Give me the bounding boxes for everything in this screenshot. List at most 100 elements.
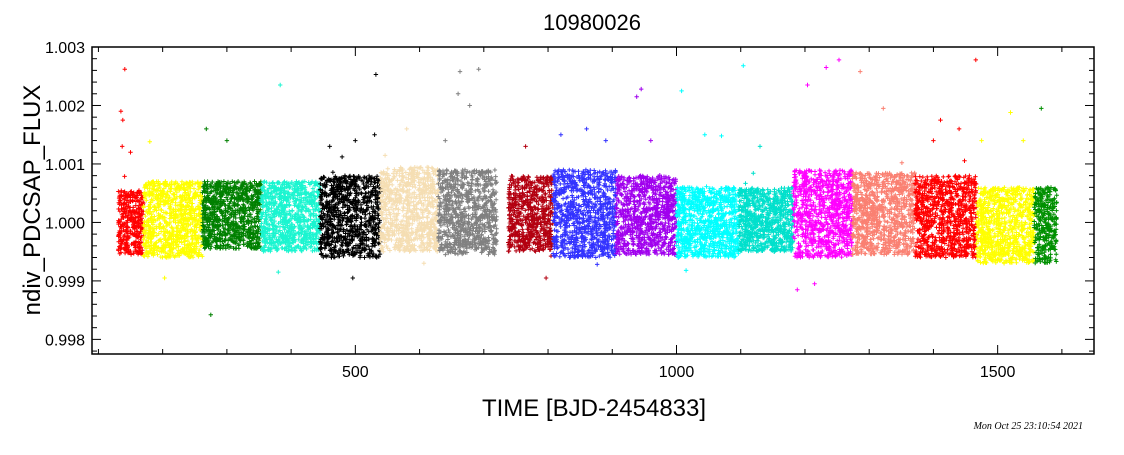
outlier-point	[162, 275, 167, 281]
data-point	[182, 217, 188, 223]
outlier-point	[128, 150, 133, 155]
data-point	[130, 231, 135, 236]
outlier-point	[120, 144, 125, 149]
data-point	[176, 244, 181, 249]
series-6	[378, 126, 441, 266]
data-point	[161, 210, 167, 215]
data-point	[118, 198, 123, 204]
data-point	[135, 233, 140, 239]
data-point	[183, 204, 188, 209]
data-point	[139, 226, 144, 232]
data-point	[177, 188, 182, 193]
outlier-point	[122, 67, 127, 72]
data-point	[119, 225, 124, 231]
data-point	[119, 216, 124, 222]
data-point	[339, 242, 344, 248]
data-point	[178, 212, 183, 217]
data-point	[124, 234, 130, 239]
data-point	[136, 246, 141, 251]
series-5	[317, 72, 383, 281]
data-point	[198, 180, 204, 186]
data-point	[116, 189, 121, 194]
data-point	[339, 154, 345, 160]
data-point	[132, 219, 138, 224]
outlier-point	[372, 132, 377, 137]
data-point	[127, 193, 132, 198]
series-3	[200, 126, 264, 317]
data-point	[142, 219, 147, 224]
data-point	[122, 250, 128, 256]
data-point	[486, 189, 491, 194]
data-point	[122, 197, 127, 202]
data-point	[401, 201, 406, 206]
data-point	[137, 199, 142, 204]
data-point	[121, 201, 127, 206]
data-point	[385, 166, 390, 171]
data-point	[132, 209, 137, 214]
data-point	[330, 170, 336, 175]
data-point	[162, 254, 168, 259]
outlier-point	[327, 144, 332, 149]
data-point	[168, 205, 173, 210]
outlier-point	[208, 312, 213, 317]
data-point	[136, 206, 141, 211]
data-point	[287, 202, 292, 208]
data-point	[194, 239, 199, 245]
data-point	[141, 237, 146, 242]
data-point	[169, 225, 174, 230]
data-point	[125, 243, 130, 248]
data-point	[129, 214, 135, 219]
data-point	[121, 215, 126, 220]
data-point	[193, 218, 198, 223]
data-point	[155, 252, 160, 257]
data-point	[395, 178, 400, 183]
data-point	[117, 251, 122, 256]
data-point	[125, 198, 130, 203]
data-point	[128, 252, 134, 257]
data-point	[158, 237, 163, 242]
data-point	[493, 174, 498, 179]
data-point	[117, 244, 122, 249]
data-point	[137, 211, 142, 217]
data-point	[421, 261, 427, 266]
data-point	[139, 221, 144, 226]
data-point	[290, 208, 295, 214]
data-point	[122, 205, 127, 211]
data-point	[184, 200, 190, 205]
data-point	[185, 203, 191, 209]
data-point	[176, 253, 181, 258]
data-point	[138, 202, 144, 207]
data-point	[161, 249, 166, 254]
data-point	[186, 254, 191, 259]
data-point	[390, 182, 395, 188]
data-point	[116, 247, 121, 252]
data-point	[117, 232, 122, 238]
data-point	[193, 206, 199, 211]
data-point	[158, 254, 163, 260]
data-point	[133, 203, 138, 208]
data-point	[173, 202, 178, 208]
data-point	[157, 216, 162, 222]
data-point	[191, 186, 197, 191]
outlier-point	[224, 138, 230, 143]
data-point	[417, 183, 422, 188]
data-point	[187, 195, 192, 200]
outlier-point	[373, 72, 379, 77]
data-points	[116, 57, 1059, 317]
data-point	[131, 232, 136, 237]
data-point	[131, 205, 136, 210]
data-point	[344, 222, 349, 227]
data-point	[125, 220, 130, 225]
data-point	[444, 168, 450, 174]
data-point	[178, 233, 183, 238]
data-point	[165, 189, 170, 195]
data-point	[125, 224, 130, 230]
data-point	[180, 213, 186, 218]
data-point	[123, 247, 128, 252]
data-point	[425, 247, 430, 253]
data-point	[119, 222, 125, 227]
data-point	[394, 217, 400, 223]
series-7	[436, 67, 499, 257]
data-point	[133, 240, 139, 246]
data-point	[121, 235, 127, 241]
